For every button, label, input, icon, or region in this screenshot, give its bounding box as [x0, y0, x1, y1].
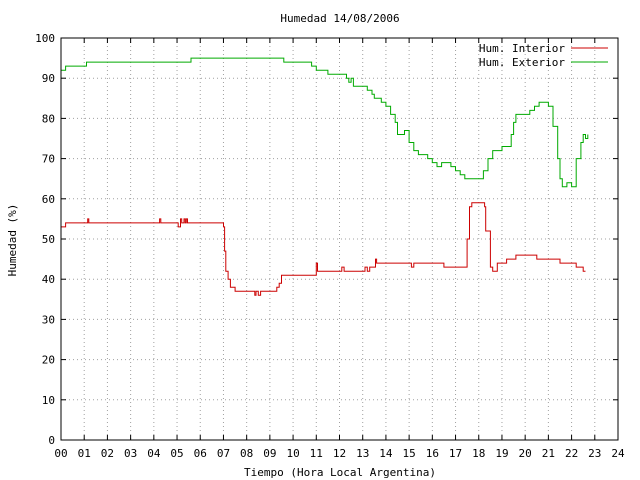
x-tick-label: 10: [286, 447, 299, 460]
x-tick-label: 14: [379, 447, 393, 460]
y-tick-label: 40: [42, 273, 55, 286]
series-lines: [61, 57, 589, 296]
x-tick-label: 19: [495, 447, 508, 460]
x-tick-label: 23: [588, 447, 601, 460]
x-tick-label: 21: [542, 447, 555, 460]
legend: Hum. Interior Hum. Exterior: [479, 42, 608, 69]
y-tick-label: 10: [42, 394, 55, 407]
x-tick-label: 15: [403, 447, 416, 460]
y-tick-label: 0: [48, 434, 55, 447]
x-tick-label: 04: [147, 447, 161, 460]
legend-label-exterior: Hum. Exterior: [479, 56, 565, 69]
legend-label-interior: Hum. Interior: [479, 42, 565, 55]
x-tick-label: 02: [101, 447, 114, 460]
y-tick-label: 80: [42, 112, 55, 125]
y-axis-label: Humedad (%): [6, 204, 19, 277]
plot-frame: [60, 37, 619, 441]
series-line-interior: [61, 202, 586, 296]
x-tick-label: 16: [426, 447, 439, 460]
x-tick-label: 06: [194, 447, 207, 460]
x-tick-label: 11: [310, 447, 323, 460]
y-tick-label: 60: [42, 193, 55, 206]
y-tick-label: 20: [42, 354, 55, 367]
x-tick-label: 07: [217, 447, 230, 460]
x-tick-label: 08: [240, 447, 253, 460]
x-tick-label: 00: [54, 447, 67, 460]
x-tick-label: 01: [78, 447, 91, 460]
x-tick-label: 22: [565, 447, 578, 460]
x-tick-label: 03: [124, 447, 137, 460]
x-tick-label: 09: [263, 447, 276, 460]
x-tick-label: 24: [611, 447, 625, 460]
y-tick-label: 90: [42, 72, 55, 85]
axis-ticks: 00 01 02 03 04 05 06 07 08 09 10 11 12 13 14 15 16 17 18 19…: [35, 32, 625, 460]
x-tick-label: 17: [449, 447, 462, 460]
x-axis-label: Tiempo (Hora Local Argentina): [244, 466, 436, 479]
x-tick-label: 13: [356, 447, 369, 460]
x-tick-label: 18: [472, 447, 485, 460]
chart-title: Humedad 14/08/2006: [280, 12, 399, 25]
x-tick-label: 12: [333, 447, 346, 460]
y-tick-label: 100: [35, 32, 55, 45]
y-tick-label: 70: [42, 153, 55, 166]
grid-lines: [61, 38, 618, 440]
x-tick-label: 05: [170, 447, 183, 460]
y-tick-label: 50: [42, 233, 55, 246]
series-line-exterior: [61, 57, 589, 188]
x-tick-label: 20: [519, 447, 532, 460]
y-tick-label: 30: [42, 313, 55, 326]
